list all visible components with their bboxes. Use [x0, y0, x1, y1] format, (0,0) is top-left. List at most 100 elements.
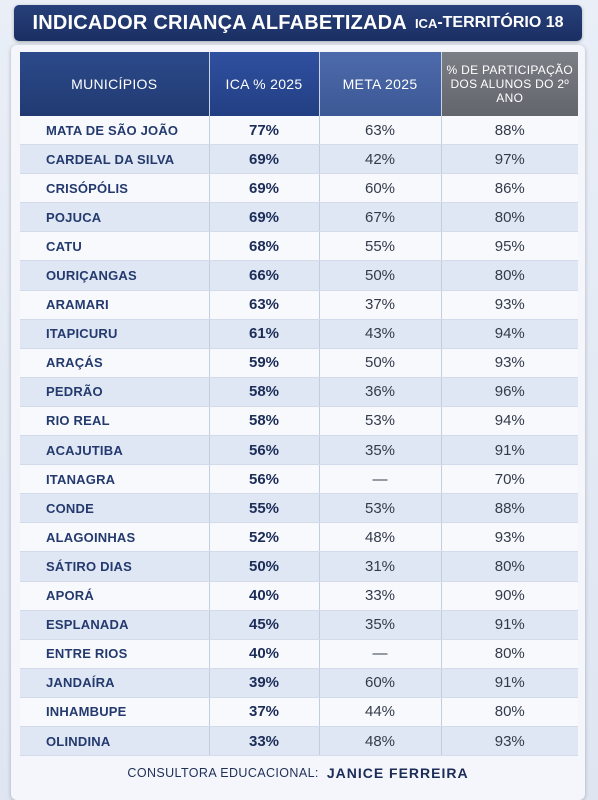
municipio-cell: ACAJUTIBA	[20, 435, 210, 466]
page-subtitle-ica: ICA	[414, 15, 438, 31]
meta-cell: 53%	[319, 493, 442, 524]
municipio-cell: SÁTIRO DIAS	[20, 551, 210, 582]
table-row: INHAMBUPE 37% 44% 80%	[20, 697, 578, 727]
municipio-cell: ENTRE RIOS	[20, 639, 210, 669]
participacao-cell: 93%	[441, 522, 578, 553]
meta-cell: 35%	[319, 435, 442, 466]
ica-cell: 63%	[209, 290, 320, 320]
ica-cell: 58%	[209, 377, 320, 407]
table-row: CATU 68% 55% 95%	[20, 231, 578, 262]
table-row: CARDEAL DA SILVA 69% 42% 97%	[20, 144, 578, 175]
meta-cell: 60%	[319, 668, 442, 698]
municipio-cell: CONDE	[20, 493, 210, 524]
ica-cell: 56%	[209, 435, 320, 466]
municipio-cell: POJUCA	[20, 202, 210, 233]
participacao-cell: 91%	[441, 610, 578, 640]
participacao-cell: 93%	[441, 290, 578, 320]
participacao-cell: 80%	[441, 697, 578, 727]
meta-cell: 43%	[319, 319, 442, 349]
table-panel: MUNICÍPIOS ICA % 2025 META 2025 % DE PAR…	[11, 45, 585, 800]
meta-cell: 67%	[319, 202, 442, 233]
meta-cell: 31%	[319, 551, 442, 582]
participacao-cell: 95%	[441, 231, 578, 262]
meta-cell: 33%	[319, 581, 442, 611]
ica-cell: 69%	[209, 173, 320, 204]
ica-cell: 40%	[209, 581, 320, 611]
municipio-cell: RIO REAL	[20, 406, 210, 437]
table-row: PEDRÃO 58% 36% 96%	[20, 377, 578, 407]
meta-cell: 35%	[319, 610, 442, 640]
participacao-cell: 94%	[441, 319, 578, 349]
table-row: ACAJUTIBA 56% 35% 91%	[20, 435, 578, 466]
participacao-cell: 88%	[441, 493, 578, 524]
table-row: JANDAÍRA 39% 60% 91%	[20, 668, 578, 698]
meta-cell: 50%	[319, 260, 442, 291]
ica-cell: 39%	[209, 668, 320, 698]
municipio-cell: MATA DE SÃO JOÃO	[20, 116, 210, 146]
ica-cell: 61%	[209, 319, 320, 349]
ica-cell: 58%	[209, 406, 320, 437]
municipio-cell: OURIÇANGAS	[20, 260, 210, 291]
participacao-cell: 91%	[441, 668, 578, 698]
ica-cell: 59%	[209, 348, 320, 378]
column-header-municipios: MUNICÍPIOS	[20, 52, 210, 116]
column-header-participacao: % DE PARTICIPAÇÃO DOS ALUNOS DO 2º ANO	[441, 52, 578, 116]
meta-cell: —	[319, 464, 442, 495]
ica-cell: 68%	[209, 231, 320, 262]
table-row: RIO REAL 58% 53% 94%	[20, 406, 578, 437]
municipio-cell: ITANAGRA	[20, 464, 210, 495]
municipio-cell: JANDAÍRA	[20, 668, 210, 698]
ica-cell: 45%	[209, 610, 320, 640]
meta-cell: 37%	[319, 290, 442, 320]
participacao-cell: 88%	[441, 116, 578, 146]
table-row: OURIÇANGAS 66% 50% 80%	[20, 260, 578, 291]
meta-cell: —	[319, 639, 442, 669]
municipio-cell: CATU	[20, 231, 210, 262]
participacao-cell: 80%	[441, 639, 578, 669]
meta-cell: 36%	[319, 377, 442, 407]
column-header-ica: ICA % 2025	[209, 52, 320, 116]
table-row: SÁTIRO DIAS 50% 31% 80%	[20, 551, 578, 582]
ica-cell: 52%	[209, 522, 320, 553]
table-row: POJUCA 69% 67% 80%	[20, 202, 578, 233]
footer-label: CONSULTORA EDUCACIONAL:	[127, 766, 319, 780]
ica-cell: 69%	[209, 144, 320, 175]
participacao-cell: 70%	[441, 464, 578, 495]
participacao-cell: 93%	[441, 726, 578, 757]
ica-cell: 77%	[209, 116, 320, 146]
table-row: ESPLANADA 45% 35% 91%	[20, 610, 578, 640]
municipio-cell: ITAPICURU	[20, 319, 210, 349]
participacao-cell: 93%	[441, 348, 578, 378]
participacao-cell: 80%	[441, 202, 578, 233]
participacao-cell: 96%	[441, 377, 578, 407]
municipio-cell: ESPLANADA	[20, 610, 210, 640]
municipio-cell: ARAMARI	[20, 290, 210, 320]
participacao-cell: 80%	[441, 551, 578, 582]
municipio-cell: ALAGOINHAS	[20, 522, 210, 553]
footer-name: JANICE FERREIRA	[326, 765, 469, 781]
meta-cell: 50%	[319, 348, 442, 378]
table-row: ALAGOINHAS 52% 48% 93%	[20, 522, 578, 553]
table-body: MATA DE SÃO JOÃO 77% 63% 88% CARDEAL DA SILV…	[20, 116, 578, 757]
municipio-cell: APORÁ	[20, 581, 210, 611]
meta-cell: 53%	[319, 406, 442, 437]
meta-cell: 44%	[319, 697, 442, 727]
table-row: OLINDINA 33% 48% 93%	[20, 726, 578, 757]
ica-cell: 50%	[209, 551, 320, 582]
table-row: ITAPICURU 61% 43% 94%	[20, 319, 578, 349]
ica-cell: 37%	[209, 697, 320, 727]
meta-cell: 55%	[319, 231, 442, 262]
ica-cell: 69%	[209, 202, 320, 233]
participacao-cell: 91%	[441, 435, 578, 466]
table-row: ARAMARI 63% 37% 93%	[20, 290, 578, 320]
table-row: CONDE 55% 53% 88%	[20, 493, 578, 524]
meta-cell: 60%	[319, 173, 442, 204]
page-title: INDICADOR CRIANÇA ALFABETIZADA	[32, 11, 407, 34]
participacao-cell: 80%	[441, 260, 578, 291]
meta-cell: 63%	[319, 116, 442, 146]
ica-cell: 40%	[209, 639, 320, 669]
participacao-cell: 94%	[441, 406, 578, 437]
ica-table: MUNICÍPIOS ICA % 2025 META 2025 % DE PAR…	[20, 52, 578, 757]
meta-cell: 48%	[319, 522, 442, 553]
ica-cell: 33%	[209, 726, 320, 757]
